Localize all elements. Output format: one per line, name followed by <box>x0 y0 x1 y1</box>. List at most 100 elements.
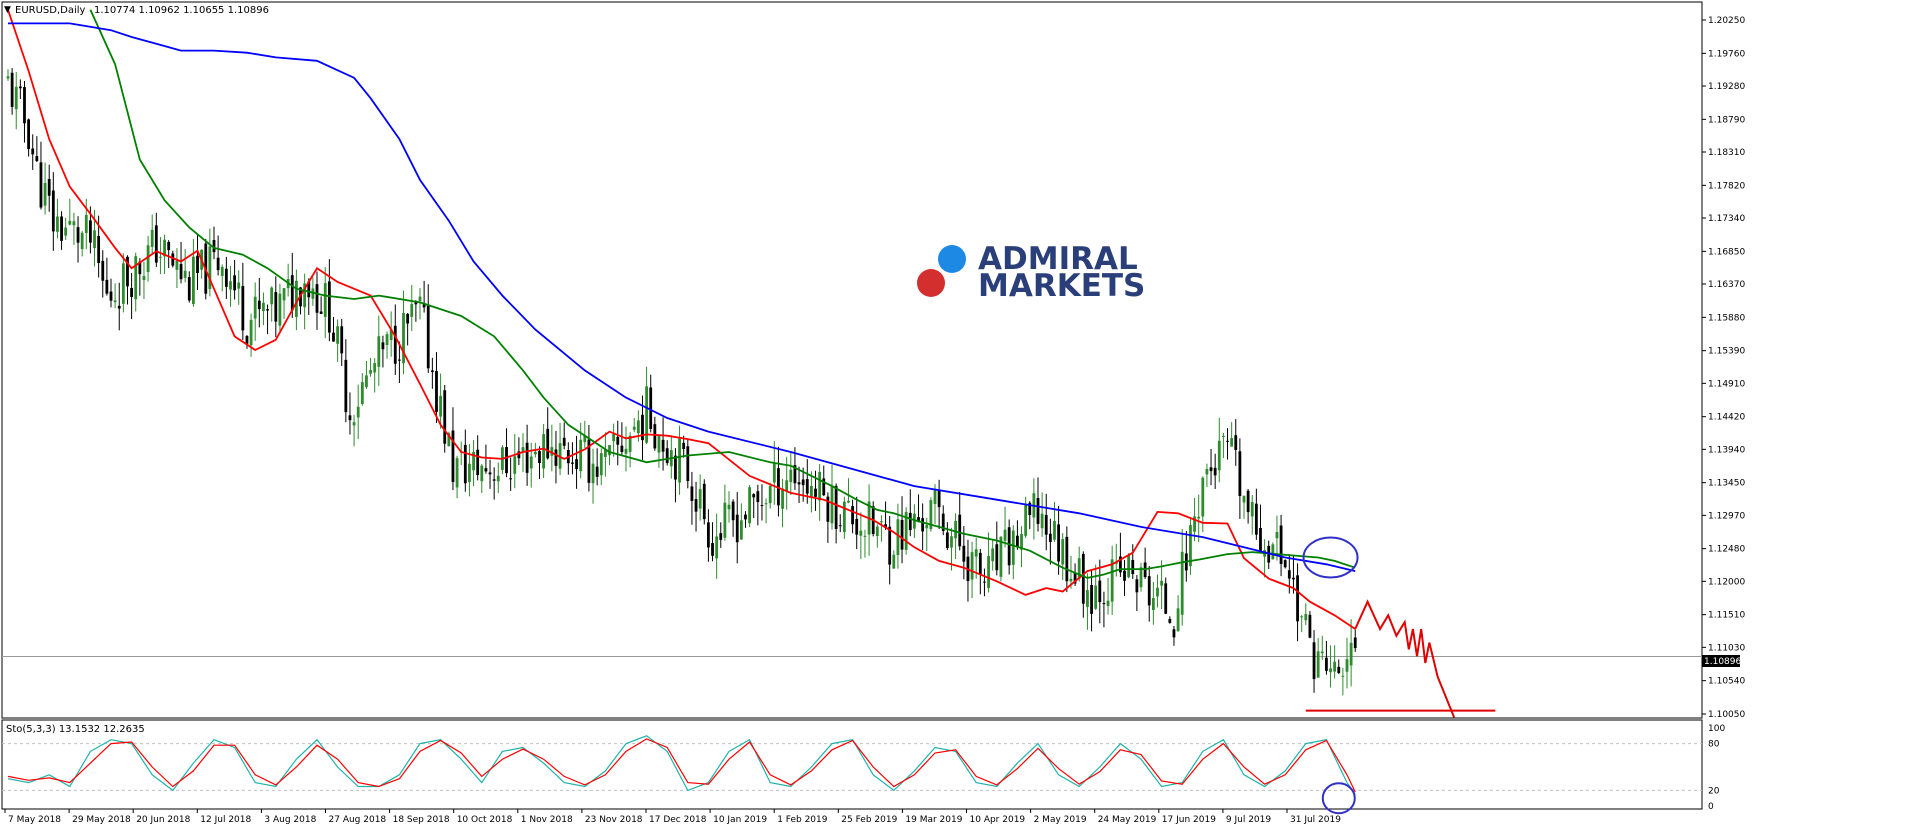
x-tick-label: 10 Oct 2018 <box>457 815 513 825</box>
candle-body <box>113 300 117 303</box>
candle-body <box>18 86 22 89</box>
y-tick-label: 1.15880 <box>1708 313 1745 323</box>
candle-body <box>146 245 150 273</box>
candle-body <box>842 501 846 533</box>
x-tick-label: 25 Feb 2019 <box>841 815 897 825</box>
current-price-badge <box>1702 655 1740 667</box>
candle-body <box>1003 529 1007 541</box>
candle-body <box>781 488 784 509</box>
candle-body <box>1283 560 1287 568</box>
candle-body <box>84 214 88 233</box>
candle-body <box>686 446 690 482</box>
candle-body <box>196 255 199 273</box>
candle-body <box>468 463 471 482</box>
stoch-tick-label: 20 <box>1708 786 1720 796</box>
candle-body <box>10 72 14 107</box>
y-tick-label: 1.16850 <box>1708 247 1745 257</box>
y-tick-label: 1.11510 <box>1708 611 1745 621</box>
candle-body <box>1320 651 1324 654</box>
candle-body <box>31 148 35 155</box>
y-tick-label: 1.12480 <box>1708 545 1745 555</box>
candle-body <box>682 442 686 450</box>
y-tick-label: 1.18310 <box>1708 148 1745 158</box>
candle-body <box>863 535 867 537</box>
candle-body <box>14 86 18 110</box>
x-tick-label: 2 May 2019 <box>1034 815 1087 825</box>
candle-body <box>463 444 467 484</box>
candle-body <box>373 363 377 373</box>
y-tick-label: 1.19280 <box>1708 82 1745 92</box>
stoch-tick-label: 80 <box>1708 740 1720 750</box>
candle-body <box>1164 583 1168 614</box>
candle-body <box>661 439 665 452</box>
candle-body <box>381 342 385 350</box>
candle-body <box>838 525 842 527</box>
stoch-signal-line <box>7 738 1356 793</box>
candle-body <box>311 288 315 299</box>
candle-body <box>628 435 632 452</box>
current-price-label: 1.10896 <box>1704 657 1741 667</box>
candle-body <box>101 260 105 281</box>
candle-body <box>233 275 236 291</box>
candle-body <box>47 178 51 196</box>
candle-body <box>587 439 591 483</box>
candle-body <box>295 280 298 317</box>
candle-body <box>1197 516 1201 519</box>
candle-body <box>513 456 517 474</box>
candle-body <box>822 478 826 496</box>
candle-body <box>274 292 278 322</box>
candle-body <box>657 436 661 453</box>
candlestick-series <box>6 68 1357 696</box>
candle-body <box>575 459 578 470</box>
candle-body <box>1176 608 1180 631</box>
candle-body <box>1316 651 1320 678</box>
collapse-triangle-icon[interactable]: ▼ <box>4 5 11 15</box>
candle-body <box>571 462 574 464</box>
candle-body <box>418 296 422 301</box>
candle-body <box>1312 642 1316 680</box>
stoch-label: Sto(5,3,3) 13.1532 12.2635 <box>6 724 145 735</box>
candle-body <box>752 493 756 498</box>
candle-body <box>455 458 459 488</box>
candle-body <box>257 300 261 310</box>
candle-body <box>579 439 583 472</box>
candle-body <box>620 445 624 452</box>
candle-body <box>480 465 484 482</box>
candle-body <box>315 284 319 313</box>
x-tick-label: 27 Aug 2018 <box>329 815 387 825</box>
candle-body <box>1011 530 1015 565</box>
candle-body <box>727 504 731 510</box>
candle-body <box>715 536 719 559</box>
candle-body <box>1090 584 1093 614</box>
candle-body <box>241 285 245 331</box>
x-tick-label: 1 Nov 2018 <box>521 815 573 825</box>
candle-body <box>1209 467 1213 472</box>
projected-zigzag-path <box>1354 599 1456 718</box>
y-tick-label: 1.15390 <box>1708 347 1745 357</box>
candle-body <box>739 520 743 540</box>
candle-body <box>1147 576 1151 606</box>
candle-body <box>43 182 47 206</box>
candle-body <box>999 536 1003 577</box>
candle-body <box>995 544 999 571</box>
candle-body <box>1102 603 1106 605</box>
x-tick-label: 10 Jan 2019 <box>713 815 767 825</box>
candle-body <box>1296 575 1299 622</box>
candle-body <box>398 359 401 361</box>
ma-fast-line <box>7 9 1356 630</box>
candle-body <box>1254 503 1258 535</box>
y-tick-label: 1.13940 <box>1708 445 1745 455</box>
y-tick-label: 1.19760 <box>1708 49 1745 59</box>
candle-body <box>1213 467 1217 476</box>
candle-body <box>109 291 113 301</box>
candle-body <box>439 395 442 417</box>
candle-body <box>1333 661 1337 672</box>
candle-body <box>1028 502 1032 516</box>
candle-body <box>1180 551 1184 615</box>
candle-body <box>229 281 232 290</box>
candle-body <box>978 552 982 575</box>
candle-body <box>908 512 912 531</box>
candle-body <box>332 332 335 342</box>
candle-body <box>636 420 640 434</box>
